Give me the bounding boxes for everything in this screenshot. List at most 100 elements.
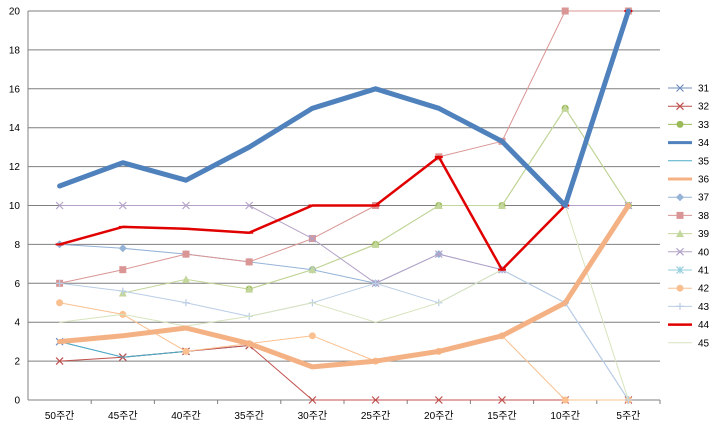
data-point — [676, 266, 684, 274]
legend-label: 35 — [698, 156, 710, 167]
legend-label: 41 — [698, 266, 710, 277]
x-tick-label: 15주간 — [487, 410, 517, 422]
data-point — [245, 258, 253, 266]
legend-item: 45 — [668, 338, 710, 349]
legend-item: 32 — [668, 102, 710, 113]
legend-item: 38 — [668, 211, 710, 222]
legend-label: 32 — [698, 102, 710, 113]
series-line — [59, 302, 629, 401]
data-point — [434, 396, 443, 404]
data-point — [561, 396, 569, 404]
y-tick-label: 4 — [14, 318, 20, 329]
legend: 31 32 33 34 35 36 37 38 39 40 41 42 43 44 45 — [668, 84, 710, 349]
legend-label: 33 — [698, 120, 710, 131]
legend-item: 42 — [668, 284, 710, 295]
series-line — [59, 269, 629, 401]
y-tick-label: 14 — [9, 123, 21, 134]
data-point — [676, 302, 684, 310]
x-tick-label: 50주간 — [45, 410, 75, 422]
x-tick-label: 40주간 — [171, 410, 201, 422]
series-36 — [57, 203, 631, 370]
legend-item: 31 — [668, 84, 710, 95]
data-point — [56, 279, 64, 287]
y-axis-ticks: 0 2 4 6 8 10 12 14 16 18 20 — [9, 7, 21, 407]
series-line — [59, 10, 629, 284]
y-tick-label: 18 — [9, 45, 21, 56]
data-point — [182, 299, 190, 307]
x-axis-ticks: 50주간 45주간 40주간 35주간 30주간 25주간 20주간 15주간 10주간 5주간 — [45, 400, 661, 422]
series-line — [248, 107, 629, 290]
legend-label: 43 — [698, 302, 710, 313]
data-point — [676, 284, 684, 292]
data-point — [676, 247, 684, 256]
y-tick-label: 6 — [14, 279, 20, 290]
y-tick-label: 2 — [14, 357, 20, 368]
data-point — [371, 396, 380, 404]
data-point — [119, 287, 127, 295]
series-34 — [57, 8, 631, 208]
legend-label: 44 — [698, 320, 710, 331]
data-point — [55, 201, 64, 210]
legend-label: 42 — [698, 284, 710, 295]
y-tick-label: 12 — [9, 162, 21, 173]
legend-item: 36 — [668, 175, 710, 186]
y-tick-label: 16 — [9, 84, 21, 95]
y-tick-label: 10 — [9, 201, 21, 212]
series-line — [58, 9, 630, 271]
data-point — [245, 201, 254, 210]
legend-item: 41 — [668, 266, 710, 277]
legend-label: 31 — [698, 84, 710, 95]
series-line — [59, 341, 250, 358]
series-35 — [59, 341, 187, 358]
legend-label: 38 — [698, 211, 710, 222]
data-point — [676, 84, 684, 92]
legend-label: 37 — [698, 193, 710, 204]
legend-item: 37 — [668, 193, 710, 204]
series-32 — [55, 341, 633, 404]
x-tick-label: 10주간 — [550, 410, 580, 422]
x-tick-label: 25주간 — [361, 410, 391, 422]
data-point — [561, 104, 570, 112]
series-line — [122, 107, 629, 294]
data-point — [372, 279, 380, 287]
series-39 — [118, 104, 633, 297]
legend-label: 40 — [698, 247, 710, 258]
legend-item: 34 — [668, 138, 710, 149]
data-point — [561, 7, 569, 15]
series-line — [59, 345, 629, 401]
series-lines — [55, 7, 633, 404]
series-line — [57, 8, 631, 208]
series-45 — [59, 205, 629, 401]
data-point — [182, 347, 190, 355]
legend-item: 40 — [668, 247, 710, 258]
legend-item: 35 — [668, 156, 710, 167]
data-point — [182, 201, 190, 210]
series-line — [59, 205, 629, 401]
legend-label: 39 — [698, 229, 710, 240]
data-point — [119, 266, 127, 274]
data-point — [676, 120, 684, 128]
data-point — [118, 201, 127, 210]
data-point — [498, 201, 506, 209]
data-point — [308, 396, 317, 404]
x-tick-label: 45주간 — [108, 410, 138, 422]
x-tick-label: 20주간 — [424, 410, 454, 422]
y-tick-label: 20 — [9, 7, 21, 18]
legend-label: 34 — [698, 138, 710, 149]
data-point — [308, 234, 317, 243]
legend-item: 44 — [668, 320, 710, 331]
x-tick-label: 5주간 — [616, 410, 640, 422]
data-point — [308, 332, 316, 340]
data-point — [371, 240, 380, 248]
data-point — [308, 265, 317, 274]
x-tick-label: 30주간 — [298, 410, 328, 422]
legend-item: 39 — [668, 229, 710, 240]
legend-label: 36 — [698, 175, 710, 186]
series-line — [57, 203, 631, 370]
x-tick-label: 35주간 — [234, 410, 264, 422]
data-point — [118, 244, 127, 253]
data-point — [676, 229, 684, 238]
data-point — [434, 201, 443, 209]
series-38 — [56, 7, 632, 287]
data-point — [676, 102, 684, 111]
